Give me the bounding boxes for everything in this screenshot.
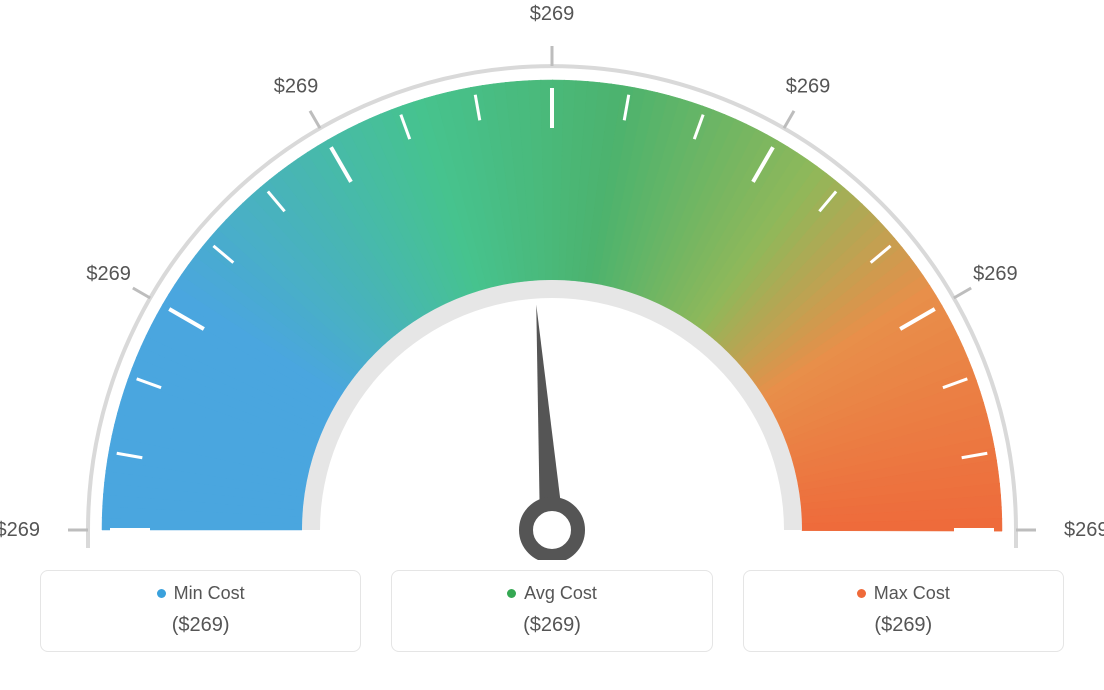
tick-label: $269 bbox=[530, 3, 575, 25]
legend-label-avg: Avg Cost bbox=[524, 583, 597, 604]
tick-label: $269 bbox=[786, 76, 831, 98]
tick-label: $269 bbox=[973, 263, 1018, 285]
legend-title-max: Max Cost bbox=[857, 583, 950, 604]
legend-value-min: ($269) bbox=[41, 614, 360, 637]
legend-value-avg: ($269) bbox=[392, 614, 711, 637]
tick-label: $269 bbox=[86, 263, 131, 285]
legend-card-min: Min Cost ($269) bbox=[40, 570, 361, 652]
legend-title-avg: Avg Cost bbox=[507, 583, 597, 604]
legend-label-min: Min Cost bbox=[174, 583, 245, 604]
dot-max-icon bbox=[857, 589, 866, 598]
legend-label-max: Max Cost bbox=[874, 583, 950, 604]
cost-gauge: $269 $269 $269 $269 $269 $269 $269 bbox=[0, 0, 1104, 560]
tick-label: $269 bbox=[0, 519, 40, 541]
tick-label: $269 bbox=[1064, 519, 1104, 541]
tick-label: $269 bbox=[274, 76, 319, 98]
gauge-svg: $269 $269 $269 $269 $269 $269 $269 bbox=[0, 0, 1104, 560]
dot-avg-icon bbox=[507, 589, 516, 598]
legend-title-min: Min Cost bbox=[157, 583, 245, 604]
legend-row: Min Cost ($269) Avg Cost ($269) Max Cost… bbox=[0, 570, 1104, 652]
needle bbox=[536, 305, 564, 531]
dot-min-icon bbox=[157, 589, 166, 598]
needle-hub bbox=[526, 504, 578, 556]
legend-value-max: ($269) bbox=[744, 614, 1063, 637]
legend-card-avg: Avg Cost ($269) bbox=[391, 570, 712, 652]
legend-card-max: Max Cost ($269) bbox=[743, 570, 1064, 652]
